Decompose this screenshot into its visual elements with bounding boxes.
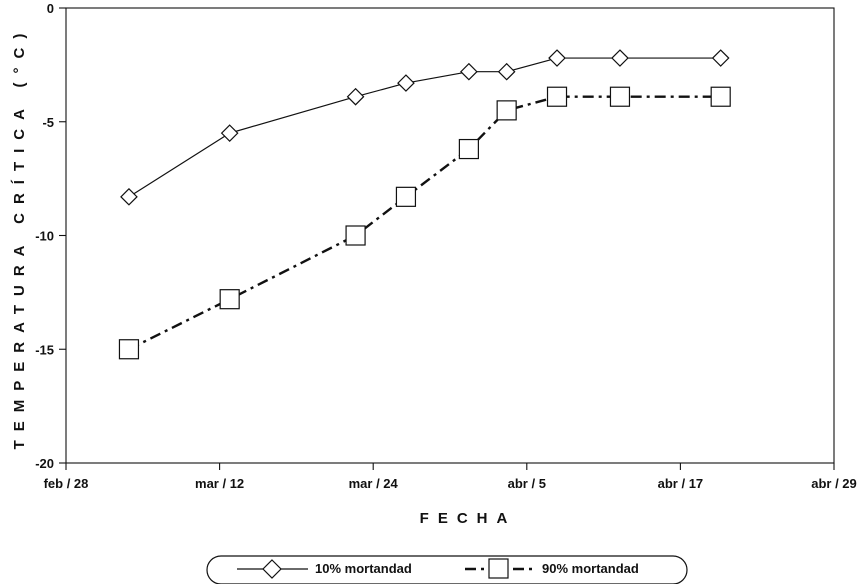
- data-point-square: [345, 225, 366, 246]
- data-point-diamond: [346, 87, 365, 106]
- data-point-diamond: [120, 187, 138, 206]
- y-tick-label: -15: [35, 342, 54, 357]
- data-point-square: [458, 138, 479, 160]
- legend-diamond-marker: [262, 559, 282, 579]
- x-tick-label: abr / 29: [811, 476, 857, 491]
- x-tick-label: mar / 24: [349, 476, 399, 491]
- series-line-90: [128, 95, 721, 351]
- data-point-square: [710, 86, 731, 107]
- y-tick-label: -5: [42, 115, 54, 130]
- plot-area-frame: [65, 7, 835, 464]
- legend: 10% mortandad 90% mortandad: [206, 555, 688, 584]
- legend-label-10: 10% mortandad: [315, 561, 412, 576]
- series-line-10: [128, 57, 721, 198]
- legend-square-marker: [488, 558, 509, 579]
- y-tick-label: -20: [35, 456, 54, 471]
- legend-label-90: 90% mortandad: [542, 561, 639, 576]
- data-point-square: [496, 100, 517, 121]
- y-axis-title: TEMPERATURA CRÍTICA (°C): [11, 25, 28, 450]
- y-tick-label: 0: [47, 1, 54, 16]
- x-axis-title: FECHA: [420, 510, 517, 527]
- data-point-square: [546, 86, 568, 107]
- x-tick-label: feb / 28: [44, 476, 89, 491]
- x-tick-label: abr / 17: [658, 476, 704, 491]
- data-point-square: [219, 289, 240, 310]
- x-tick-label: abr / 5: [508, 476, 546, 491]
- data-point-diamond: [497, 62, 516, 81]
- data-point-diamond: [711, 49, 730, 67]
- data-point-square: [118, 339, 140, 360]
- data-point-diamond: [548, 49, 566, 67]
- data-point-square: [609, 86, 631, 107]
- legend-box: [206, 555, 688, 584]
- data-point-diamond: [460, 62, 478, 81]
- data-point-square: [395, 186, 417, 207]
- y-tick-label: -10: [35, 229, 54, 244]
- data-point-diamond: [611, 49, 629, 67]
- data-point-diamond: [220, 124, 239, 142]
- data-point-diamond: [397, 74, 415, 92]
- x-tick-label: mar / 12: [195, 476, 244, 491]
